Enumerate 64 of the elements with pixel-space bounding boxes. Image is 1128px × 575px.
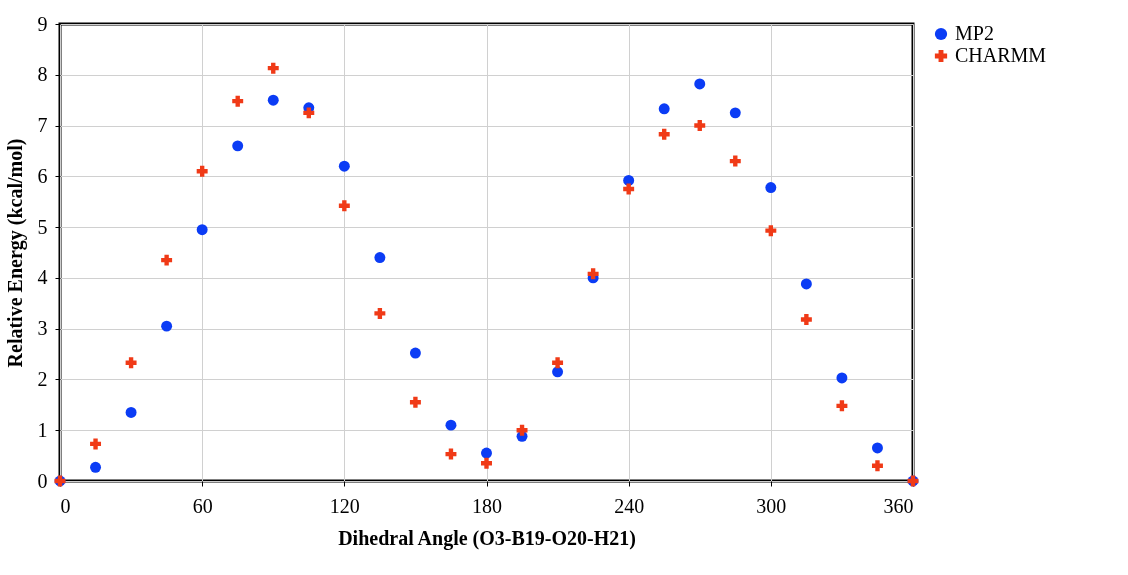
x-axis-title: Dihedral Angle (O3-B19-O20-H21) (338, 526, 636, 550)
point (232, 95, 244, 107)
point (196, 165, 208, 177)
y-tick-label: 2 (37, 367, 48, 390)
point (800, 314, 812, 325)
point (409, 396, 421, 408)
point (196, 224, 208, 236)
legend-label: CHARMM (955, 44, 1047, 66)
x-tick-label: 0 (60, 494, 71, 517)
point (729, 155, 741, 167)
point (765, 225, 777, 237)
point (623, 174, 635, 186)
x-tick-label: 360 (883, 494, 914, 517)
point (125, 357, 137, 369)
point (658, 128, 670, 140)
point (481, 457, 492, 469)
point (90, 438, 102, 450)
point (587, 268, 599, 280)
x-tick-label: 240 (614, 494, 645, 517)
point (161, 320, 173, 332)
point (161, 254, 173, 266)
point (623, 183, 635, 195)
y-axis-title: Relative Energy (kcal/mol) (3, 138, 27, 368)
y-tick-label: 1 (37, 418, 48, 441)
point (836, 400, 848, 412)
y-tick-label: 7 (37, 114, 48, 137)
point (125, 406, 137, 418)
point (267, 62, 279, 74)
point (338, 160, 350, 172)
point (836, 372, 848, 384)
x-tick-label: 300 (756, 494, 787, 517)
point (409, 347, 421, 359)
point (765, 182, 777, 193)
point (445, 448, 457, 460)
point (303, 107, 315, 119)
y-tick-label: 5 (37, 215, 48, 238)
y-tick-label: 0 (37, 469, 48, 492)
point (516, 424, 528, 436)
y-tick-label: 8 (37, 63, 48, 86)
point (729, 107, 741, 119)
point (658, 103, 670, 115)
point (374, 307, 386, 319)
point (232, 140, 244, 152)
legend-label: MP2 (955, 22, 994, 44)
point (552, 366, 564, 378)
y-tick-label: 9 (37, 12, 48, 35)
x-tick-label: 120 (329, 494, 360, 517)
point (694, 78, 706, 90)
point (90, 461, 102, 473)
point (694, 120, 706, 132)
point (800, 278, 812, 290)
x-tick-label: 60 (192, 494, 213, 517)
point (374, 252, 386, 264)
point (552, 357, 564, 369)
y-tick-label: 4 (37, 266, 48, 289)
y-tick-label: 3 (37, 317, 48, 340)
point (871, 442, 883, 454)
point (481, 447, 492, 459)
y-tick-label: 6 (37, 164, 48, 187)
point (445, 419, 457, 431)
point (267, 94, 279, 106)
point (871, 460, 883, 472)
x-tick-label: 180 (472, 494, 502, 517)
point (338, 200, 350, 212)
